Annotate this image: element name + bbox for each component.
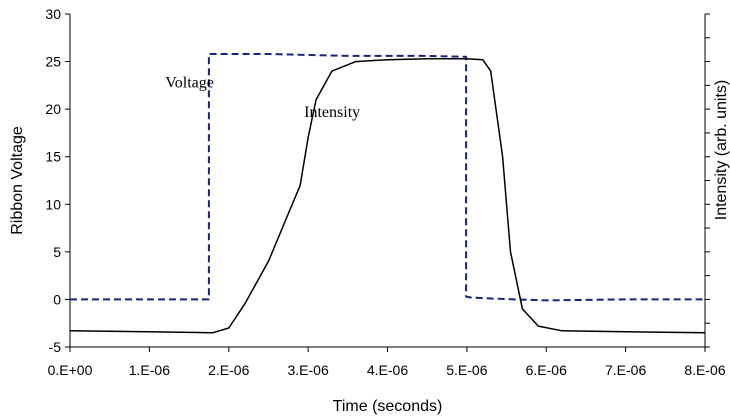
- x-tick-label: 3.E-06: [288, 362, 329, 378]
- series-layer: [69, 53, 706, 334]
- series-line-intensity: [69, 57, 706, 334]
- ticks-layer: [65, 13, 710, 352]
- y2-axis-title: Intensity (arb. units): [713, 80, 730, 221]
- series-line-voltage: [70, 53, 705, 302]
- x-tick-label: 4.E-06: [367, 362, 408, 378]
- x-tick-label: 2.E-06: [208, 362, 249, 378]
- x-tick-label: 5.E-06: [446, 362, 487, 378]
- x-tick-label: 8.E-06: [684, 362, 725, 378]
- y-tick-label: 30: [45, 6, 61, 22]
- y-tick-label: 5: [53, 244, 61, 260]
- x-tick-label: 1.E-06: [129, 362, 170, 378]
- y-tick-label: 0: [53, 291, 61, 307]
- x-tick-label: 6.E-06: [526, 362, 567, 378]
- y-tick-label: 10: [45, 196, 61, 212]
- annotation-intensity: Intensity: [304, 104, 360, 121]
- annotation-voltage: Voltage: [165, 74, 214, 91]
- y-axis-title: Ribbon Voltage: [9, 126, 26, 235]
- labels-layer: -5 0 5 10 15 20 25 30 0.E+00 1.E-06 2.E-06 3.E-06 4.…: [9, 6, 730, 415]
- x-tick-label: 7.E-06: [605, 362, 646, 378]
- y-tick-label: 25: [45, 54, 61, 70]
- x-tick-label: 0.E+00: [48, 362, 93, 378]
- y-tick-label: -5: [49, 339, 62, 355]
- plot-area: [69, 14, 706, 348]
- y-tick-label: 20: [45, 101, 61, 117]
- x-axis-title: Time (seconds): [333, 398, 443, 415]
- y-tick-label: 15: [45, 149, 61, 165]
